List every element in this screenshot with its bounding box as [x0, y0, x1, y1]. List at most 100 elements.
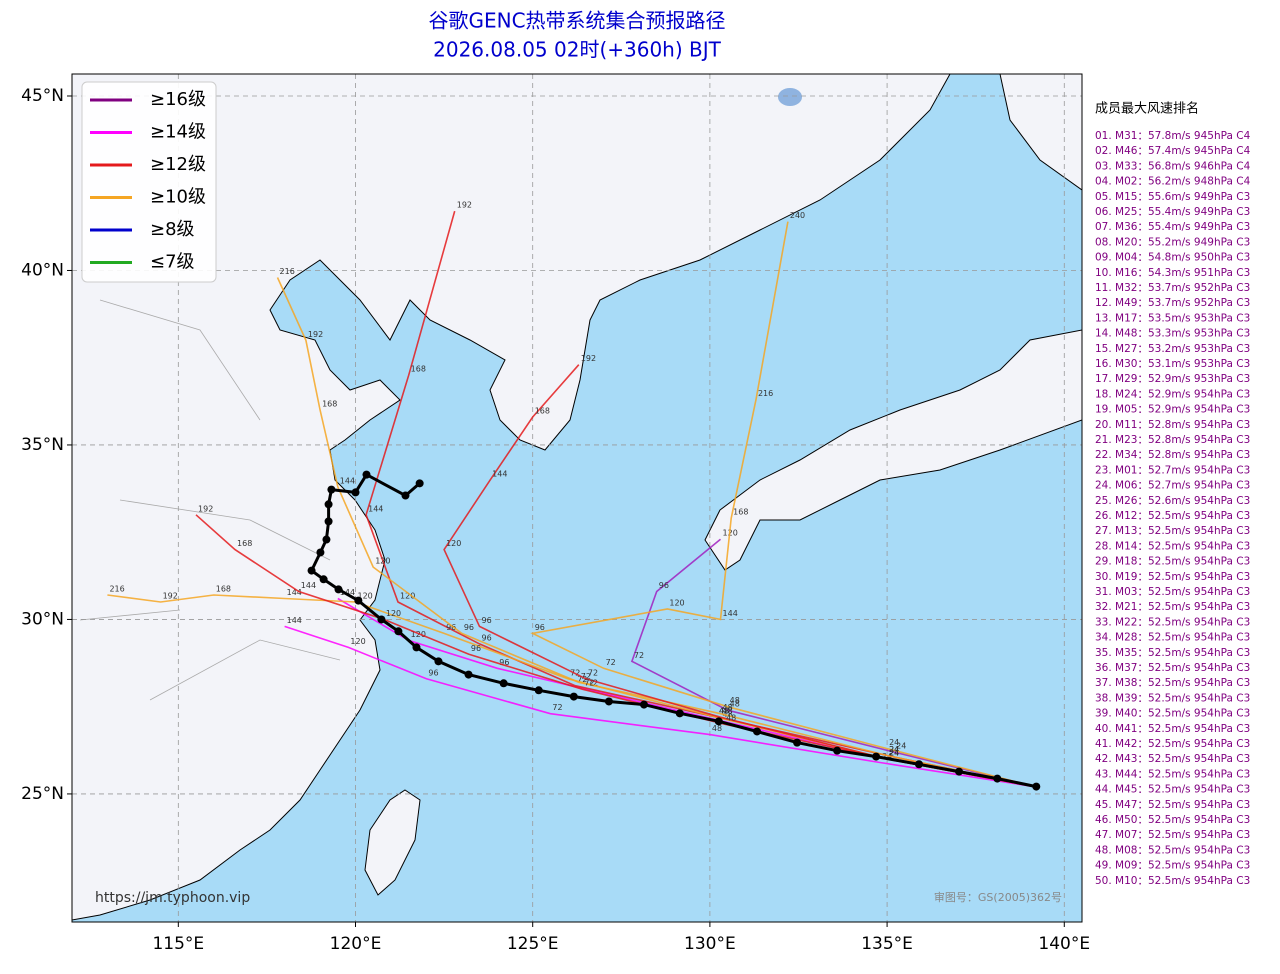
ranking-item: 20. M11：52.8m/s 954hPa C3 [1095, 419, 1250, 431]
ranking-item: 48. M08：52.5m/s 954hPa C3 [1095, 844, 1250, 856]
hour-label: 48 [730, 696, 740, 705]
hour-label: 24 [889, 745, 899, 754]
ranking-item: 19. M05：52.9m/s 954hPa C3 [1095, 404, 1250, 416]
ensemble-track [365, 210, 1037, 788]
legend: ≥16级 ≥14级 ≥12级 ≥10级 ≥8级 ≤7级 [81, 81, 217, 283]
hour-label: 144 [340, 588, 355, 597]
ranking-item: 21. M23：52.8m/s 954hPa C3 [1095, 434, 1250, 446]
mean-track-point [753, 727, 762, 736]
y-tick-label: 45°N [21, 86, 64, 106]
mean-track-point [434, 657, 443, 666]
hour-label: 72 [634, 651, 644, 660]
mean-track-point [415, 479, 424, 488]
x-tick-label: 125°E [507, 934, 559, 954]
ranking-item: 30. M19：52.5m/s 954hPa C3 [1095, 571, 1250, 583]
ranking-item: 11. M32：53.7m/s 952hPa C3 [1095, 282, 1250, 294]
ranking-item: 39. M40：52.5m/s 954hPa C3 [1095, 708, 1250, 720]
hour-label: 192 [163, 591, 178, 600]
hour-label: 48 [719, 707, 729, 716]
ranking-item: 34. M28：52.5m/s 954hPa C3 [1095, 632, 1250, 644]
hour-label: 72 [584, 679, 594, 688]
ranking-item: 36. M37：52.5m/s 954hPa C3 [1095, 662, 1250, 674]
mean-track-point [362, 470, 371, 479]
mean-track-point [322, 535, 331, 544]
ranking-item: 47. M07：52.5m/s 954hPa C3 [1095, 829, 1250, 841]
ranking-item: 33. M22：52.5m/s 954hPa C3 [1095, 616, 1250, 628]
mean-track-point [1032, 782, 1041, 791]
hour-label: 192 [308, 330, 323, 339]
hour-label: 48 [719, 707, 729, 716]
x-tick-label: 115°E [152, 934, 204, 954]
ranking-item: 04. M02：56.2m/s 948hPa C4 [1095, 176, 1251, 188]
ranking-item: 14. M48：53.3m/s 953hPa C3 [1095, 328, 1250, 340]
mean-track-point [714, 717, 723, 726]
hour-label: 72 [588, 668, 598, 677]
hour-label: 96 [482, 616, 492, 625]
mean-track-point [401, 491, 410, 500]
mean-track-point [914, 760, 923, 769]
ranking-item: 18. M24：52.9m/s 954hPa C3 [1095, 388, 1250, 400]
ranking-item: 24. M06：52.7m/s 954hPa C3 [1095, 480, 1250, 492]
ranking-item: 31. M03：52.5m/s 954hPa C3 [1095, 586, 1250, 598]
hour-label: 96 [482, 633, 492, 642]
land [72, 74, 1082, 921]
ranking-item: 06. M25：55.4m/s 949hPa C3 [1095, 206, 1250, 218]
ranking-item: 07. M36：55.4m/s 949hPa C3 [1095, 221, 1250, 233]
ranking-item: 26. M12：52.5m/s 954hPa C3 [1095, 510, 1250, 522]
province-borders [79, 299, 341, 701]
mean-track-point [319, 575, 328, 584]
ranking-item: 42. M43：52.5m/s 954hPa C3 [1095, 753, 1250, 765]
legend-label: ≤7级 [150, 252, 195, 273]
hour-label: 168 [411, 365, 426, 374]
hour-label: 24 [889, 749, 899, 758]
hour-label: 120 [400, 591, 415, 600]
ensemble-track [443, 364, 1037, 788]
mean-track-point [993, 774, 1002, 783]
legend-label: ≥14级 [150, 122, 206, 143]
mean-track-point [464, 670, 473, 679]
ranking-item: 22. M34：52.8m/s 954hPa C3 [1095, 449, 1250, 461]
grid [72, 74, 1082, 922]
mean-track-point [324, 517, 333, 526]
ranking-item: 08. M20：55.2m/s 949hPa C3 [1095, 236, 1250, 248]
ranking-item: 41. M42：52.5m/s 954hPa C3 [1095, 738, 1250, 750]
mean-track-point [499, 679, 508, 688]
legend-label: ≥8级 [150, 219, 195, 240]
mean-track-point [412, 643, 421, 652]
map-area: 2448729612014424487296120244872961201442… [72, 74, 1082, 922]
y-tick-label: 25°N [21, 784, 64, 804]
ranking: 成员最大风速排名 01. M31：57.8m/s 945hPa C4 02. M4… [1095, 101, 1251, 887]
ranking-item: 29. M18：52.5m/s 954hPa C3 [1095, 556, 1250, 568]
ranking-item: 44. M45：52.5m/s 954hPa C3 [1095, 784, 1250, 796]
axes: 115°E 120°E 125°E 130°E 135°E 140°E 25°N 30°N 35… [21, 86, 1090, 954]
subtitle: 2026.08.05 02时(+360h) BJT [433, 38, 722, 62]
hour-label: 48 [726, 714, 736, 723]
frame [71, 73, 1083, 923]
hour-label: 24 [889, 749, 899, 758]
hour-label: 48 [723, 707, 733, 716]
hour-label: 96 [428, 668, 438, 677]
hour-label: 24 [889, 738, 899, 747]
hour-label: 120 [386, 609, 401, 618]
mean-track-point [955, 767, 964, 776]
legend-label: ≥12级 [150, 154, 206, 175]
mean-track-point [604, 697, 613, 706]
hour-label: 192 [198, 504, 213, 513]
hour-label: 144 [287, 588, 302, 597]
hour-label: 216 [280, 267, 295, 276]
hour-label: 216 [109, 585, 124, 594]
ranking-item: 12. M49：53.7m/s 952hPa C3 [1095, 297, 1250, 309]
legend-label: ≥16级 [150, 89, 206, 110]
hour-label: 48 [723, 710, 733, 719]
hour-label: 168 [322, 400, 337, 409]
ranking-item: 46. M50：52.5m/s 954hPa C3 [1095, 814, 1250, 826]
lake [778, 88, 802, 106]
hour-label: 72 [552, 703, 562, 712]
title: 谷歌GENC热带系统集合预报路径 [428, 9, 725, 33]
ranking-item: 32. M21：52.5m/s 954hPa C3 [1095, 601, 1250, 613]
hour-label: 144 [301, 581, 316, 590]
mean-track-point [872, 752, 881, 761]
ranking-item: 16. M30：53.1m/s 953hPa C3 [1095, 358, 1250, 370]
hour-label: 72 [606, 658, 616, 667]
ensemble-track [530, 221, 1037, 788]
